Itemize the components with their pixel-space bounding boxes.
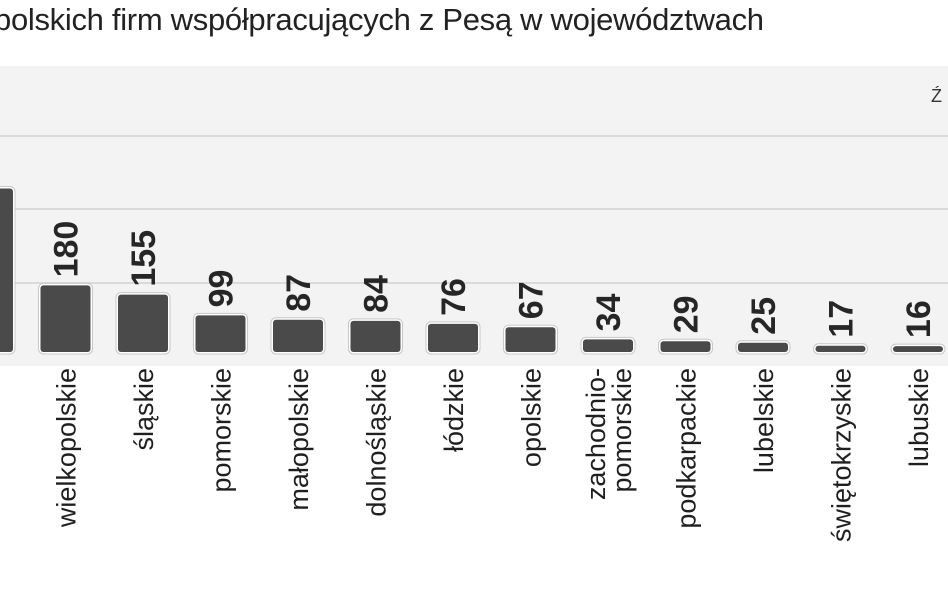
- value-label: 155: [125, 230, 163, 287]
- bars: [0, 185, 946, 355]
- category-label: opolskie: [517, 368, 547, 467]
- bar: [583, 339, 633, 352]
- value-label: 25: [745, 297, 783, 335]
- bar: [195, 315, 246, 352]
- bar: [0, 188, 13, 352]
- category-label: małopolskie: [284, 368, 314, 511]
- category-label: świętokrzyskie: [827, 368, 857, 542]
- category-label: lubelskie: [749, 368, 779, 473]
- value-label: 17: [823, 300, 861, 338]
- category-label: dolnośląskie: [362, 368, 392, 517]
- bar: [350, 320, 401, 352]
- value-label: 180: [48, 221, 86, 278]
- category-labels: wielkopolskie śląskie pomorskie małopolskie…: [52, 368, 935, 542]
- category-label: podkarpackie: [672, 368, 702, 529]
- category-label: lubuskie: [904, 368, 934, 467]
- bar: [118, 294, 168, 352]
- value-label: 67: [513, 281, 551, 319]
- category-label: pomorskie: [207, 368, 237, 493]
- bar: [815, 345, 866, 352]
- value-label: 29: [668, 295, 706, 333]
- bar: [660, 341, 711, 352]
- value-label: 34: [590, 294, 628, 332]
- value-label: 99: [203, 270, 241, 308]
- bar: [428, 323, 478, 352]
- value-label: 442: [0, 124, 8, 181]
- category-label: wielkopolskie: [52, 368, 82, 528]
- category-label: zachodnio-: [581, 368, 611, 500]
- bar: [893, 346, 943, 352]
- value-label: 76: [435, 278, 473, 316]
- category-label: łódzkie: [439, 368, 469, 452]
- bar: [505, 327, 556, 352]
- bar: [273, 319, 323, 352]
- bar: [40, 285, 91, 352]
- source-note-fragment: Ź: [931, 86, 942, 106]
- value-label: 16: [900, 300, 938, 338]
- value-labels: 442 180 155 99 87 84 76 67 34 29 25 17 16: [0, 124, 938, 338]
- gridlines: [0, 135, 948, 284]
- category-label: pomorskie: [607, 368, 637, 493]
- chart-title: polskich firm współpracujących z Pesą w …: [0, 2, 764, 37]
- bar: [738, 342, 788, 352]
- category-label: śląskie: [129, 368, 159, 451]
- value-label: 87: [280, 274, 318, 312]
- value-label: 84: [358, 275, 396, 313]
